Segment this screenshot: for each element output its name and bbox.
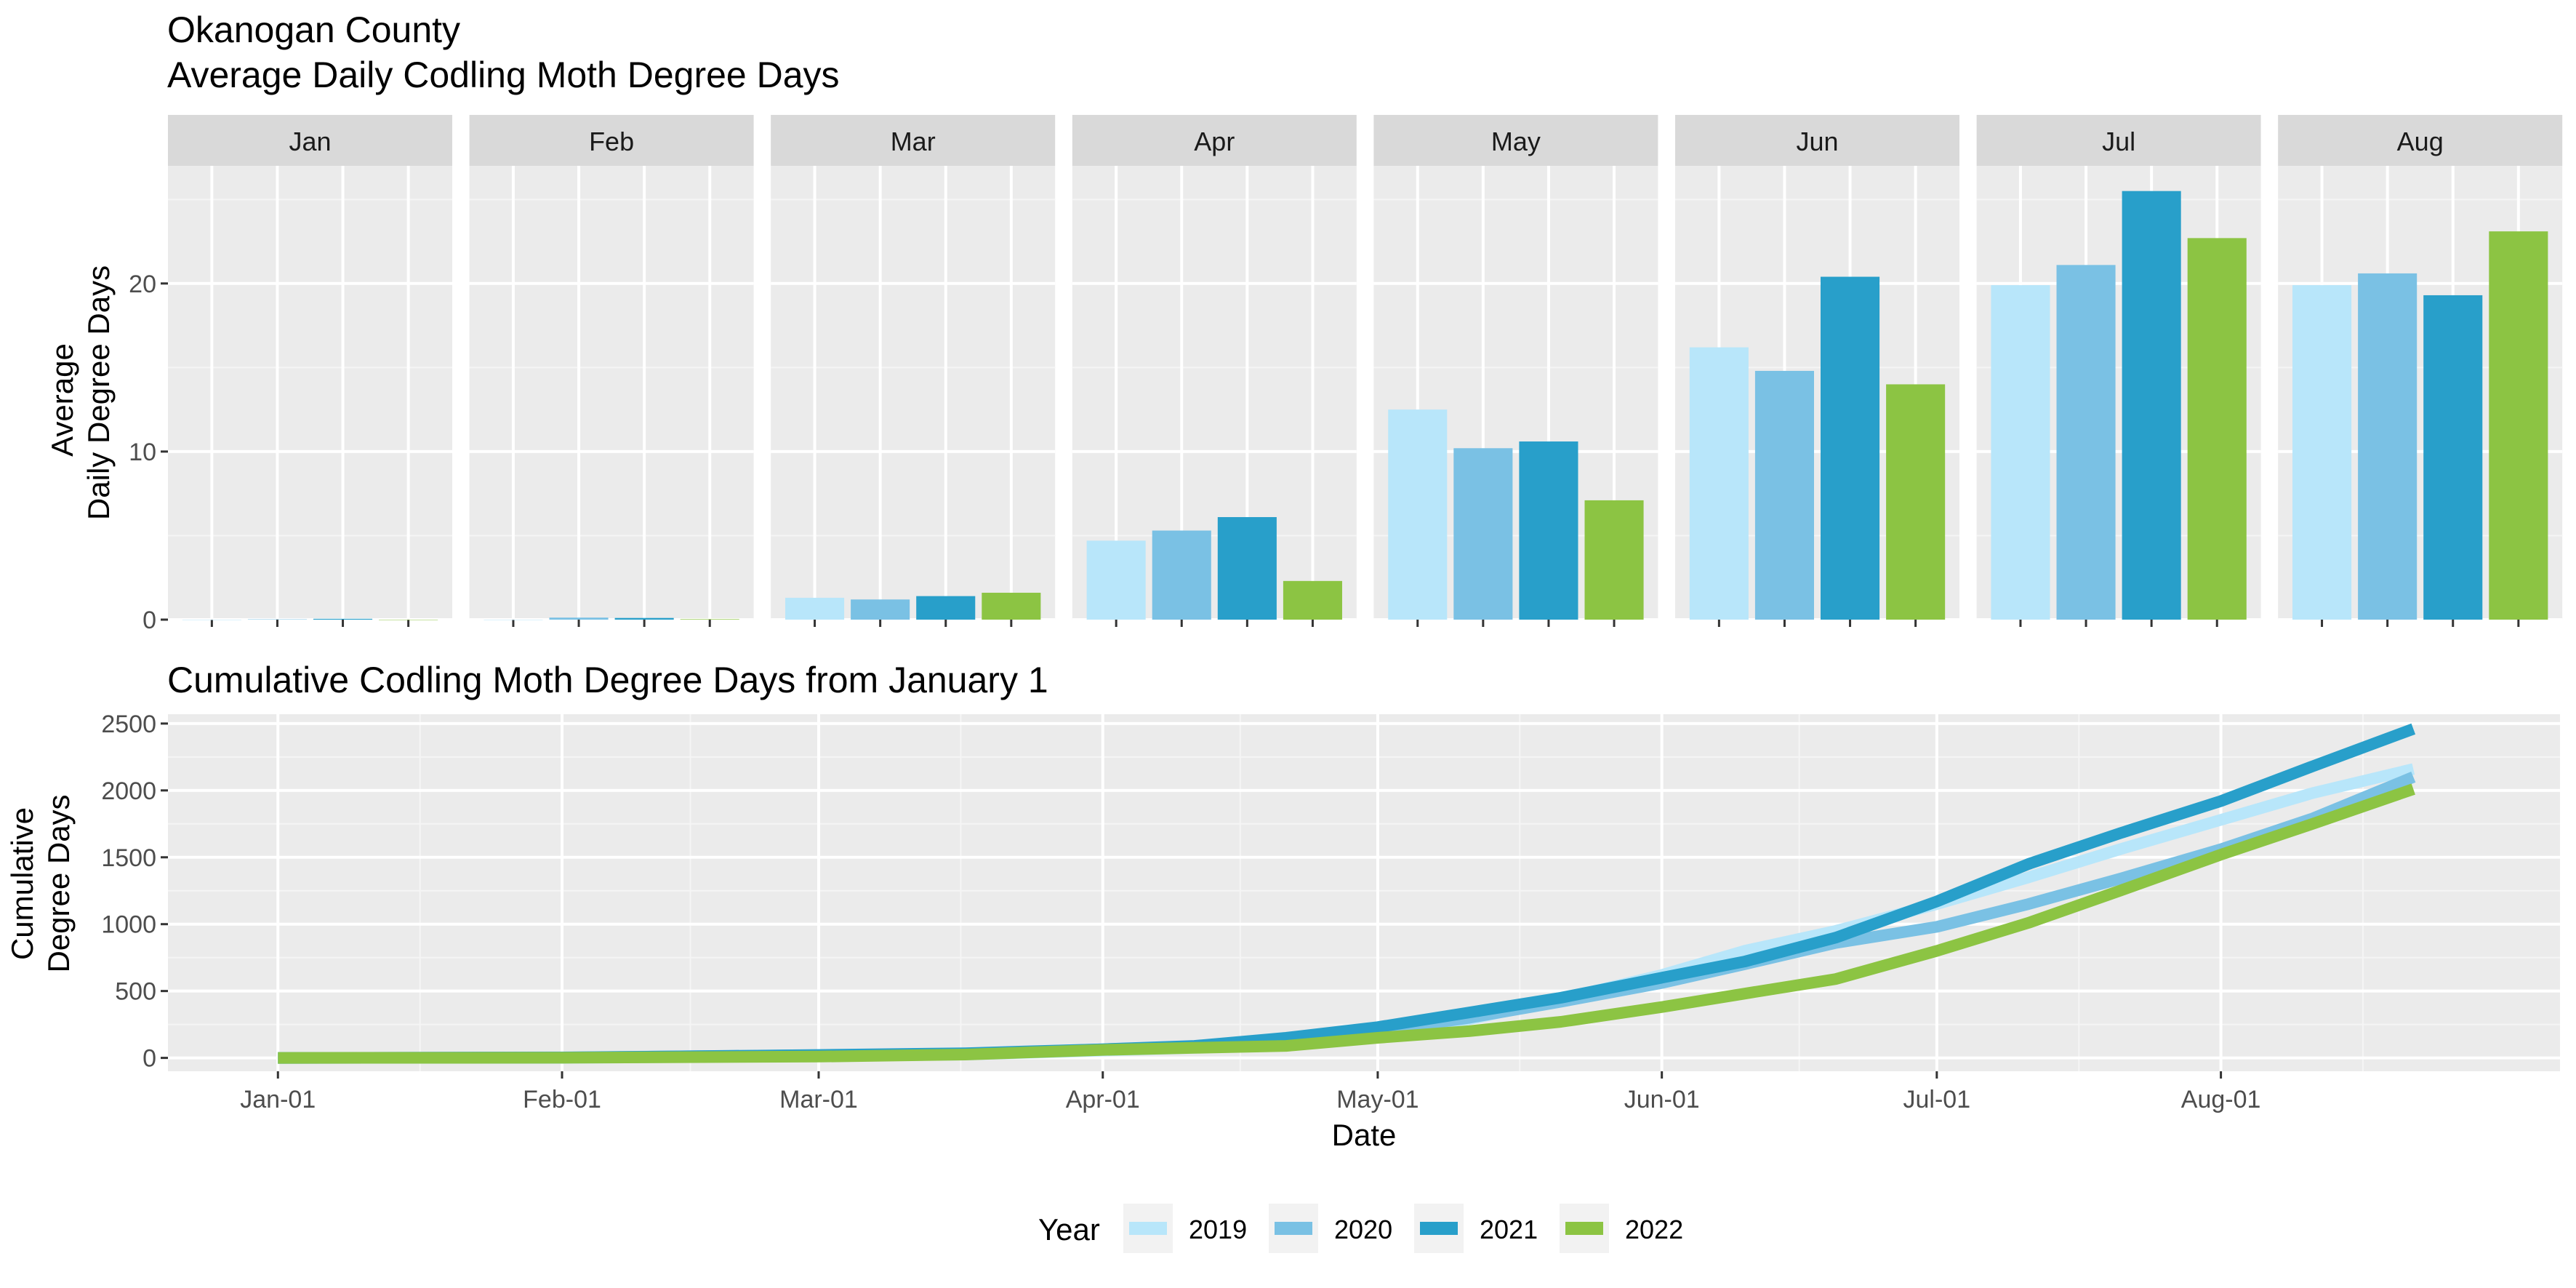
chart-title-line1: Okanogan County [167, 9, 460, 50]
y-tick-label: 500 [115, 978, 156, 1006]
bar-jul-2020 [2056, 265, 2116, 620]
bar-may-2021 [1519, 441, 1578, 620]
y-tick-label: 20 [129, 271, 156, 298]
y-tick-label: 2000 [101, 777, 156, 805]
facet-strip-label: Jun [1796, 127, 1838, 156]
legend-item-2022: 2022 [1560, 1204, 1683, 1253]
y-tick-label: 0 [143, 607, 156, 634]
bar-feb-2020 [549, 617, 609, 620]
y-tick-label: 1000 [101, 911, 156, 939]
bar-apr-2019 [1086, 540, 1146, 620]
bar-mar-2022 [982, 593, 1041, 620]
facet-strip [1675, 115, 1959, 166]
legend-item-2021: 2021 [1414, 1204, 1538, 1253]
x-tick-label: May-01 [1336, 1086, 1419, 1113]
bar-feb-2022 [680, 619, 739, 620]
legend-item-label: 2020 [1334, 1215, 1392, 1244]
legend-item-2019: 2019 [1123, 1204, 1247, 1253]
bar-jun-2022 [1886, 384, 1946, 620]
legend-item-2020: 2020 [1269, 1204, 1392, 1253]
legend-title: Year [1038, 1212, 1100, 1247]
bar-jul-2022 [2187, 238, 2247, 620]
facet-strip-label: Feb [589, 127, 634, 156]
facet-strip-label: Jan [289, 127, 331, 156]
y-tick-label: 10 [129, 439, 156, 466]
line-panel [168, 714, 2560, 1071]
bar-aug-2019 [2292, 285, 2352, 620]
x-tick-label: Aug-01 [2181, 1086, 2261, 1113]
facet-strip [1373, 115, 1658, 166]
facet-strip-label: Apr [1194, 127, 1235, 156]
x-tick-label: Apr-01 [1066, 1086, 1140, 1113]
facet-strip [2278, 115, 2563, 166]
facet-strip [771, 115, 1056, 166]
bar-aug-2022 [2489, 231, 2548, 620]
bottom-y-axis-label-line2: Degree Days [41, 794, 76, 972]
facet-panel [771, 166, 1056, 620]
bar-apr-2022 [1283, 580, 1342, 620]
monthly-bar-chart: Jan Feb Mar Apr May Jun Jul Aug 0 10 20 [129, 115, 2563, 634]
legend-item-label: 2022 [1625, 1215, 1683, 1244]
bar-mar-2020 [851, 599, 910, 620]
x-tick-label: Jan-01 [240, 1086, 316, 1113]
bar-may-2019 [1388, 409, 1448, 620]
x-axis-label: Date [1332, 1118, 1397, 1152]
y-tick-label: 0 [143, 1045, 156, 1073]
bar-may-2022 [1584, 500, 1644, 620]
facet-strip-label: Jul [2102, 127, 2135, 156]
bar-feb-2021 [614, 617, 674, 620]
facet-strip [469, 115, 754, 166]
facet-feb: Feb [469, 115, 754, 627]
bar-apr-2020 [1152, 530, 1211, 620]
legend-item-label: 2021 [1480, 1215, 1538, 1244]
bar-jun-2021 [1821, 276, 1880, 620]
legend-item-label: 2019 [1189, 1215, 1247, 1244]
bar-mar-2021 [916, 596, 976, 620]
facet-may: May [1373, 115, 1658, 627]
facet-strip-label: Mar [891, 127, 936, 156]
bar-jul-2021 [2122, 191, 2181, 620]
y-tick-label: 1500 [101, 844, 156, 872]
x-tick-label: Jul-01 [1903, 1086, 1971, 1113]
facet-jan: Jan [168, 115, 452, 627]
facet-jun: Jun [1675, 115, 1959, 627]
bottom-chart-title: Cumulative Codling Moth Degree Days from… [167, 660, 1048, 700]
line-series-2022 [278, 783, 2415, 1064]
x-tick-label: Mar-01 [779, 1086, 858, 1113]
bar-jun-2019 [1689, 347, 1749, 620]
legend: Year 2019 2020 2021 2022 [1038, 1204, 1683, 1253]
facet-strip [1976, 115, 2261, 166]
y-tick-label: 2500 [101, 711, 156, 738]
bar-jan-2021 [313, 618, 373, 620]
facet-apr: Apr [1072, 115, 1357, 627]
bar-aug-2020 [2358, 273, 2417, 620]
bar-may-2020 [1453, 448, 1513, 620]
facet-strip [1072, 115, 1357, 166]
facet-mar: Mar [771, 115, 1056, 627]
facet-strip [168, 115, 452, 166]
facet-aug: Aug [2278, 115, 2563, 627]
chart-title-line2: Average Daily Codling Moth Degree Days [167, 55, 840, 95]
facet-strip-label: May [1491, 127, 1541, 156]
bar-aug-2021 [2423, 295, 2483, 620]
facet-strip-label: Aug [2397, 127, 2444, 156]
bar-mar-2019 [785, 597, 845, 620]
top-y-axis-label-line2: Daily Degree Days [81, 265, 116, 520]
facet-panel [168, 166, 452, 620]
x-tick-label: Jun-01 [1624, 1086, 1700, 1113]
top-y-axis-label-line1: Average [45, 343, 79, 457]
bar-jun-2020 [1754, 370, 1814, 620]
x-tick-label: Feb-01 [523, 1086, 601, 1113]
facet-panel [469, 166, 754, 620]
facet-jul: Jul [1976, 115, 2261, 627]
cumulative-line-chart: 0 500 1000 1500 2000 2500 Jan-01 Feb-01 Mar-01 Ap… [101, 711, 2560, 1113]
bar-apr-2021 [1217, 517, 1277, 620]
bar-jul-2019 [1991, 285, 2050, 620]
bottom-y-axis-label-line1: Cumulative [5, 807, 39, 960]
